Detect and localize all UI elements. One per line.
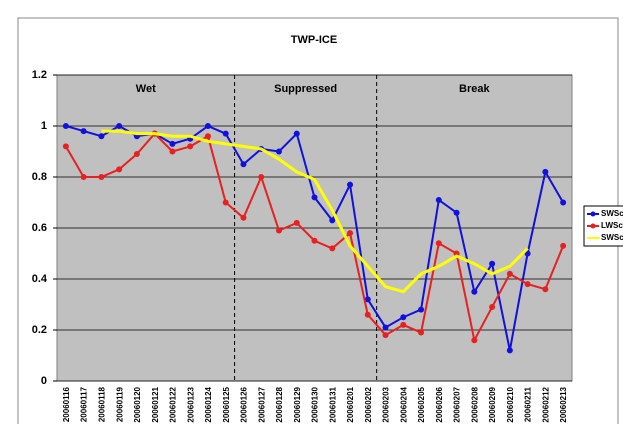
data-point <box>471 288 478 295</box>
data-point <box>240 161 247 168</box>
x-tick-label: 20060117 <box>80 386 89 422</box>
data-point <box>418 306 425 313</box>
data-point <box>489 304 496 311</box>
data-point <box>80 128 87 135</box>
x-tick-label: 20060131 <box>328 386 337 422</box>
x-tick-label: 20060213 <box>559 386 568 422</box>
data-point <box>453 250 460 257</box>
legend-label: LWScv <box>601 221 623 230</box>
data-point <box>222 130 229 137</box>
data-point <box>169 148 176 155</box>
data-point <box>542 286 549 293</box>
x-tick-label: 20060211 <box>524 386 533 422</box>
data-point <box>418 329 425 336</box>
data-point <box>329 217 336 224</box>
data-point <box>347 230 354 237</box>
x-tick-label: 20060119 <box>115 386 124 422</box>
x-tick-label: 20060202 <box>364 386 373 422</box>
x-tick-label: 20060124 <box>204 386 213 422</box>
data-point <box>560 199 567 206</box>
data-point <box>240 214 247 221</box>
x-tick-label: 20060127 <box>257 386 266 422</box>
data-point <box>98 133 105 140</box>
x-tick-label: 20060126 <box>240 386 249 422</box>
x-tick-label: 20060208 <box>470 386 479 422</box>
data-point <box>293 219 300 226</box>
x-tick-label: 20060201 <box>346 386 355 422</box>
data-point <box>329 245 336 252</box>
x-tick-label: 20060125 <box>222 386 231 422</box>
data-point <box>435 240 442 247</box>
data-point <box>187 143 194 150</box>
x-tick-label: 20060207 <box>453 386 462 422</box>
x-tick-label: 20060206 <box>435 386 444 422</box>
y-tick-label: 1 <box>41 120 47 132</box>
x-tick-label: 20060128 <box>275 386 284 422</box>
data-point <box>364 296 371 303</box>
legend-label: SWScv5 <box>601 233 623 242</box>
data-point <box>258 174 265 180</box>
y-tick-label: 0.4 <box>32 273 48 285</box>
data-point <box>275 148 282 155</box>
data-point <box>62 143 69 150</box>
data-point <box>524 281 531 288</box>
legend-marker <box>590 223 596 229</box>
phase-label: Suppressed <box>274 83 337 95</box>
data-point <box>400 321 407 328</box>
x-tick-label: 20060130 <box>311 386 320 422</box>
data-point <box>489 260 496 267</box>
x-tick-label: 20060123 <box>186 386 195 422</box>
data-point <box>311 237 318 244</box>
data-point <box>80 174 87 180</box>
x-tick-label: 20060203 <box>382 386 391 422</box>
data-point <box>98 174 105 180</box>
data-point <box>435 196 442 203</box>
data-point <box>204 123 211 129</box>
y-tick-label: 1.2 <box>32 69 47 81</box>
phase-label: Wet <box>136 83 156 95</box>
data-point <box>293 130 300 137</box>
data-point <box>400 314 407 321</box>
data-point <box>116 166 123 173</box>
x-tick-label: 20060204 <box>399 386 408 422</box>
y-tick-label: 0.8 <box>32 171 47 183</box>
x-tick-label: 20060209 <box>488 386 497 422</box>
chart-title: TWP-ICE <box>291 34 337 46</box>
data-point <box>204 133 211 140</box>
data-point <box>453 209 460 216</box>
x-tick-label: 20060121 <box>151 386 160 422</box>
y-tick-label: 0 <box>41 375 47 387</box>
data-point <box>347 181 354 188</box>
legend-label: SWScv <box>601 209 623 218</box>
y-tick-label: 0.6 <box>32 222 47 234</box>
x-tick-label: 20060210 <box>506 386 515 422</box>
data-point <box>169 140 176 147</box>
series-line <box>101 129 529 294</box>
data-point <box>382 324 389 331</box>
data-point <box>506 270 513 277</box>
data-point <box>275 227 282 234</box>
phase-label: Break <box>459 83 490 95</box>
data-point <box>542 168 549 175</box>
x-tick-label: 20060212 <box>541 386 550 422</box>
data-point <box>222 199 229 206</box>
data-point <box>471 337 478 344</box>
legend-marker <box>590 211 596 217</box>
data-point <box>506 347 513 354</box>
data-point <box>116 123 123 129</box>
data-point <box>364 311 371 318</box>
x-tick-label: 20060122 <box>169 386 178 422</box>
data-point <box>133 151 140 158</box>
y-tick-label: 0.2 <box>32 324 47 336</box>
x-tick-label: 20060116 <box>62 386 71 422</box>
x-tick-label: 20060118 <box>98 386 107 422</box>
x-tick-label: 20060120 <box>133 386 142 422</box>
data-point <box>311 194 318 201</box>
data-point <box>560 242 567 249</box>
x-tick-label: 20060129 <box>293 386 302 422</box>
x-tick-label: 20060205 <box>417 386 426 422</box>
data-point <box>62 123 69 129</box>
data-point <box>382 332 389 339</box>
